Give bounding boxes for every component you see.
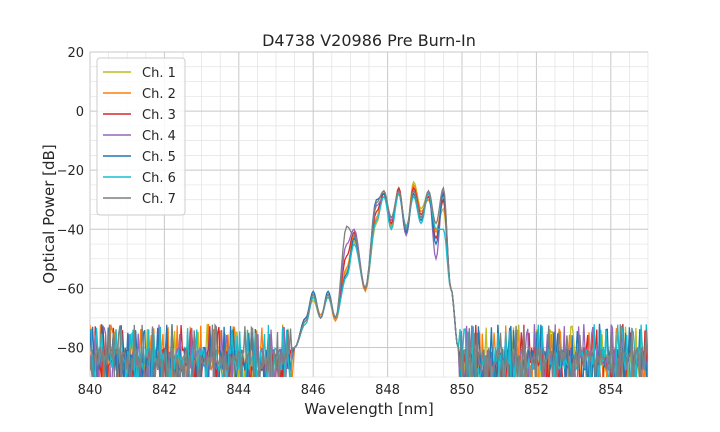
legend-label-ch7: Ch. 7 — [142, 192, 176, 207]
x-tick-label: 848 — [375, 383, 400, 398]
x-tick-label: 852 — [524, 383, 549, 398]
y-tick-label: −80 — [57, 341, 84, 356]
series-line-ch7 — [90, 185, 648, 377]
series-lines — [90, 180, 648, 377]
x-tick-label: 846 — [301, 383, 326, 398]
y-tick-label: −40 — [57, 223, 84, 238]
legend: Ch. 1 Ch. 2 Ch. 3 Ch. 4 Ch. 5 Ch. 6 Ch. 7 — [96, 57, 186, 216]
tick-labels: 840 842 844 846 848 850 852 854 −80 −60 −40 −20 0 20 — [57, 46, 624, 398]
legend-label-ch1: Ch. 1 — [142, 66, 176, 81]
x-tick-label: 854 — [598, 383, 623, 398]
x-axis-label: Wavelength [nm] — [304, 400, 434, 418]
chart-title: D4738 V20986 Pre Burn-In — [262, 31, 476, 50]
y-axis-label: Optical Power [dB] — [40, 144, 58, 283]
y-tick-label: −20 — [57, 164, 84, 179]
legend-box — [96, 57, 186, 216]
y-tick-label: 0 — [76, 105, 84, 120]
legend-label-ch6: Ch. 6 — [142, 171, 176, 186]
x-tick-label: 840 — [78, 383, 103, 398]
x-tick-label: 842 — [152, 383, 177, 398]
x-tick-label: 844 — [226, 383, 251, 398]
legend-label-ch4: Ch. 4 — [142, 129, 176, 144]
y-tick-label: −60 — [57, 282, 84, 297]
legend-label-ch3: Ch. 3 — [142, 108, 176, 123]
legend-label-ch5: Ch. 5 — [142, 150, 176, 165]
y-tick-label: 20 — [67, 46, 84, 61]
x-tick-label: 850 — [450, 383, 475, 398]
series-line-ch6 — [90, 192, 648, 377]
legend-label-ch2: Ch. 2 — [142, 87, 176, 102]
